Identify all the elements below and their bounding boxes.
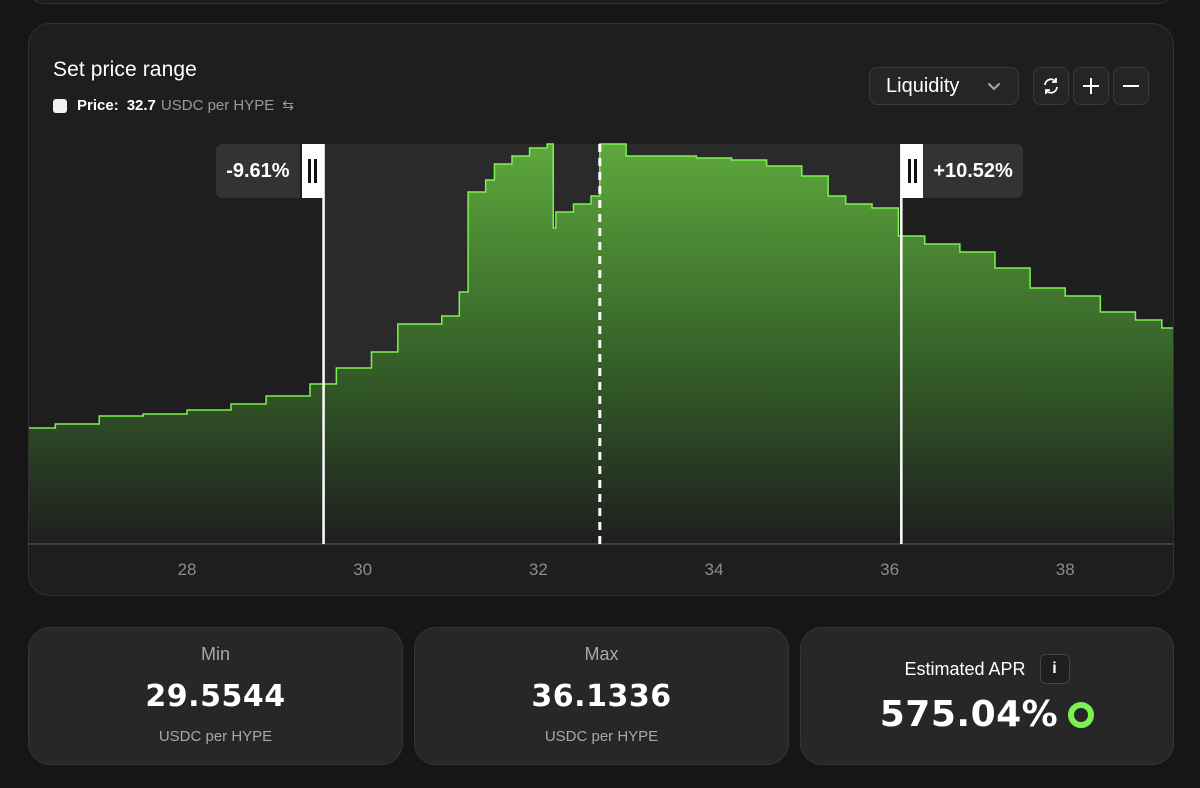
min-percent-text: -9.61% (226, 159, 290, 182)
max-drag-handle[interactable] (901, 144, 924, 198)
max-label: Max (584, 644, 619, 664)
swap-arrows-icon[interactable]: ⇆ (282, 97, 295, 113)
max-percent-label: +10.52% (923, 144, 1023, 198)
view-select-label: Liquidity (886, 74, 960, 97)
apr-value: 575.04% (879, 694, 1059, 735)
max-price-card: Max 36.1336 USDC per HYPE (414, 627, 789, 765)
price-label: Price: (77, 97, 119, 114)
min-price-card: Min 29.5544 USDC per HYPE (28, 627, 403, 765)
x-axis-tick: 38 (1055, 560, 1075, 579)
min-percent-label: -9.61% (216, 144, 300, 198)
chevron-down-icon (988, 83, 1000, 91)
x-axis-tick: 34 (704, 560, 724, 579)
liquidity-chart (29, 143, 1173, 545)
zoom-in-button[interactable] (1073, 67, 1109, 105)
current-price-row: Price: 32.7 USDC per HYPE ⇆ (53, 97, 294, 114)
x-axis-tick: 36 (880, 560, 900, 579)
view-select[interactable]: Liquidity (869, 67, 1019, 105)
info-icon[interactable]: i (1039, 654, 1070, 684)
plus-icon (1083, 78, 1099, 94)
price-swatch (53, 98, 67, 113)
min-drag-handle[interactable] (301, 144, 324, 198)
price-value: 32.7 (126, 97, 156, 114)
zoom-out-button[interactable] (1113, 67, 1149, 105)
x-axis-tick: 32 (528, 560, 548, 579)
chart-controls: Liquidity (869, 67, 1149, 105)
min-value[interactable]: 29.5544 (145, 679, 286, 714)
reset-range-button[interactable] (1033, 67, 1069, 105)
liquidity-area (29, 144, 1173, 544)
x-axis-tick: 28 (177, 560, 197, 579)
apr-card: Estimated APR i 575.04% (800, 627, 1174, 765)
price-range-card: Set price range Price: 32.7 USDC per HYP… (28, 23, 1174, 596)
minus-icon (1123, 85, 1139, 87)
apr-label: Estimated APR (904, 658, 1026, 679)
min-unit: USDC per HYPE (158, 728, 273, 745)
refresh-icon (1044, 78, 1058, 94)
card-title: Set price range (53, 58, 197, 81)
apr-status-ring (1068, 701, 1095, 728)
liquidity-line (29, 143, 1173, 429)
previous-card-edge (28, 0, 1174, 4)
max-unit: USDC per HYPE (544, 728, 659, 745)
price-unit: USDC per HYPE (160, 97, 275, 114)
max-percent-text: +10.52% (933, 159, 1013, 182)
max-value[interactable]: 36.1336 (531, 679, 672, 714)
x-axis-tick: 30 (353, 560, 373, 579)
min-label: Min (200, 644, 230, 664)
